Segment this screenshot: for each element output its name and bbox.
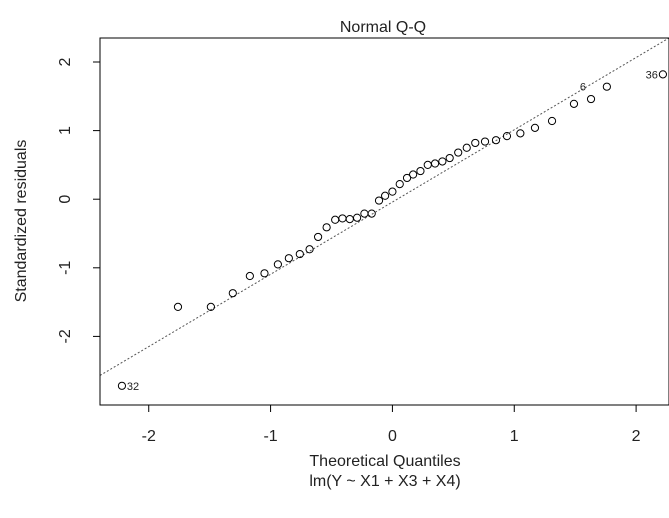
plot-area bbox=[100, 38, 669, 390]
data-point bbox=[228, 289, 237, 298]
plot-frame bbox=[99, 37, 669, 406]
point-label: 36 bbox=[646, 69, 658, 81]
data-point bbox=[502, 131, 512, 141]
data-point bbox=[284, 254, 293, 263]
data-point bbox=[345, 214, 354, 224]
x-tick-label: 0 bbox=[388, 428, 397, 445]
data-point bbox=[602, 82, 611, 91]
data-point bbox=[454, 148, 463, 157]
y-tick-label: -1 bbox=[57, 261, 74, 275]
x-tick-label: -1 bbox=[263, 428, 277, 445]
data-point bbox=[395, 180, 404, 189]
data-point bbox=[402, 173, 412, 183]
y-axis-title: Standardized residuals bbox=[13, 140, 30, 303]
data-point bbox=[530, 123, 540, 132]
point-label: 6 bbox=[580, 82, 586, 94]
data-point bbox=[173, 302, 183, 312]
y-tick-label: 1 bbox=[57, 126, 74, 135]
data-point bbox=[206, 302, 215, 312]
point-label: 32 bbox=[127, 381, 139, 393]
y-tick-label: -2 bbox=[57, 329, 74, 343]
data-point bbox=[569, 99, 579, 108]
data-point bbox=[416, 166, 425, 176]
data-point bbox=[338, 214, 347, 223]
data-point bbox=[352, 213, 362, 222]
x-tick-label: 2 bbox=[632, 428, 641, 445]
data-point bbox=[423, 160, 432, 170]
data-point bbox=[322, 223, 331, 232]
data-point bbox=[471, 138, 480, 148]
y-axis: -2 -1 0 1 2 bbox=[57, 57, 100, 344]
data-point bbox=[491, 136, 501, 145]
data-point bbox=[295, 249, 304, 259]
data-point bbox=[658, 70, 668, 79]
data-point bbox=[305, 245, 314, 254]
data-point bbox=[388, 187, 397, 196]
y-tick-label: 2 bbox=[57, 57, 74, 66]
x-axis-subtitle: lm(Y ~ X1 + X3 + X4) bbox=[309, 473, 460, 490]
chart-title: Normal Q-Q bbox=[340, 19, 426, 36]
data-point bbox=[462, 143, 471, 152]
data-point bbox=[260, 269, 269, 278]
data-point bbox=[313, 232, 323, 242]
x-tick-label: -2 bbox=[142, 428, 156, 445]
data-point bbox=[381, 191, 390, 200]
data-point bbox=[117, 381, 127, 390]
y-tick-label: 0 bbox=[57, 195, 74, 204]
data-point bbox=[430, 159, 440, 168]
data-point bbox=[273, 260, 282, 269]
data-point bbox=[331, 215, 340, 224]
data-point bbox=[374, 196, 384, 205]
plot-layer: 32 6 36 bbox=[100, 38, 669, 393]
data-point bbox=[516, 129, 525, 138]
x-tick-label: 1 bbox=[510, 428, 519, 445]
data-point bbox=[360, 209, 369, 218]
data-point bbox=[245, 271, 254, 281]
x-axis-title: Theoretical Quantiles bbox=[309, 453, 460, 470]
data-point bbox=[438, 157, 447, 166]
data-point bbox=[445, 153, 454, 163]
data-point bbox=[547, 116, 557, 126]
data-point bbox=[367, 209, 376, 218]
data-point bbox=[586, 94, 596, 104]
x-axis: -2 -1 0 1 2 bbox=[142, 405, 641, 445]
data-point bbox=[480, 137, 490, 146]
data-point bbox=[409, 170, 418, 179]
